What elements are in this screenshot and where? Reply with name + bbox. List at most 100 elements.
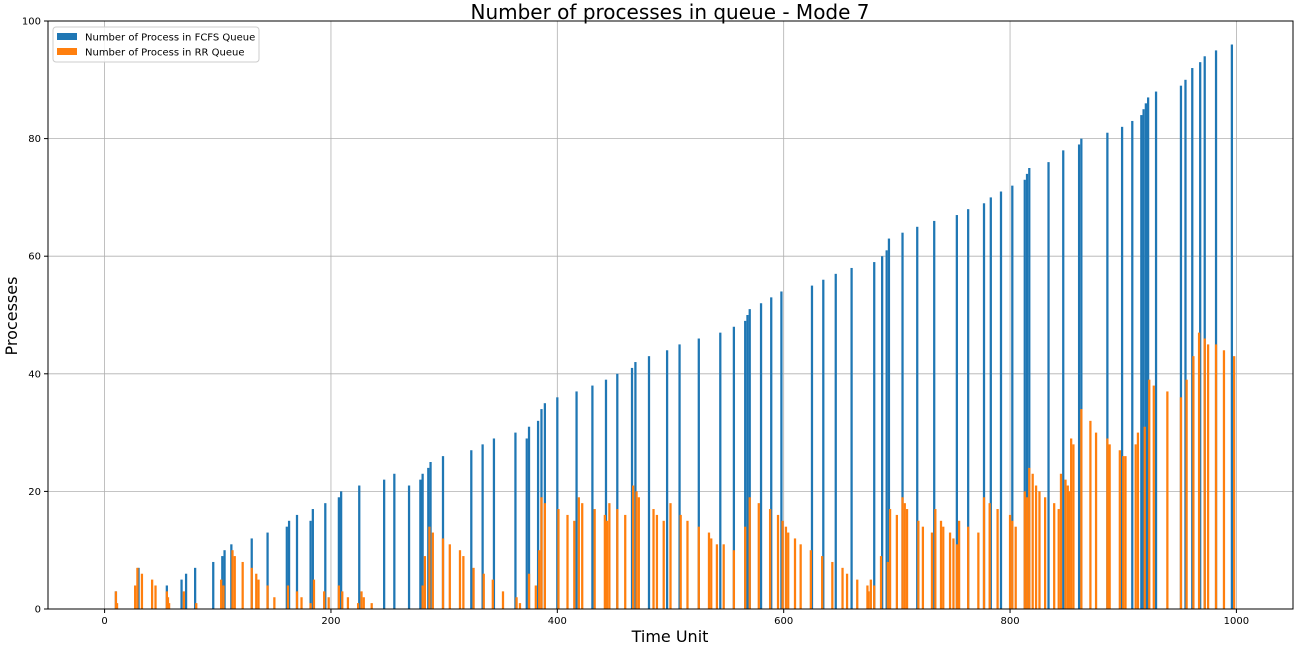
bar xyxy=(732,550,736,609)
bar xyxy=(250,567,253,609)
bar xyxy=(360,591,363,609)
bar xyxy=(1011,185,1014,609)
bar xyxy=(1148,379,1151,609)
bar xyxy=(327,597,330,609)
bar xyxy=(285,526,288,609)
bar xyxy=(841,567,844,609)
bar xyxy=(955,544,958,609)
bar xyxy=(340,491,343,609)
bar xyxy=(312,579,316,609)
bar xyxy=(114,591,118,609)
bar xyxy=(770,297,773,609)
bar xyxy=(934,509,937,609)
bar xyxy=(518,603,522,609)
bar xyxy=(266,585,269,609)
bar xyxy=(678,344,681,609)
bar xyxy=(1023,179,1026,609)
bar xyxy=(393,473,396,609)
bar xyxy=(616,509,619,609)
bar xyxy=(470,450,473,609)
bar xyxy=(895,514,898,609)
bar xyxy=(780,291,783,609)
bar xyxy=(527,426,531,609)
bar xyxy=(655,514,659,609)
bar xyxy=(1152,385,1155,609)
bar xyxy=(744,320,747,609)
bar xyxy=(462,556,465,609)
bar xyxy=(492,438,496,609)
bar xyxy=(869,579,872,609)
legend-label-rr: Number of Process in RR Queue xyxy=(85,48,245,59)
bar xyxy=(491,579,494,609)
bar xyxy=(1140,115,1143,609)
bar xyxy=(886,561,889,609)
bar xyxy=(679,514,682,609)
chart-title: Number of processes in queue - Mode 7 xyxy=(470,0,869,24)
bar xyxy=(501,591,505,609)
bar xyxy=(856,579,859,609)
bar xyxy=(608,503,611,609)
bar xyxy=(362,597,365,609)
y-tick-label: 100 xyxy=(22,17,41,28)
bar xyxy=(793,538,797,609)
y-axis-label: Processes xyxy=(2,277,21,356)
bar xyxy=(903,503,906,609)
bar xyxy=(746,315,749,609)
bar xyxy=(1203,338,1206,609)
legend: Number of Process in FCFS Queue Number o… xyxy=(52,26,260,63)
bar xyxy=(1025,173,1029,609)
bar xyxy=(184,573,188,609)
bar xyxy=(1080,409,1083,609)
bar xyxy=(834,273,837,609)
bar xyxy=(1008,514,1012,609)
bar xyxy=(719,332,722,609)
bar xyxy=(223,550,226,609)
bar xyxy=(421,473,424,609)
bar xyxy=(665,350,669,609)
bar xyxy=(634,362,637,609)
bar xyxy=(231,550,234,609)
bar xyxy=(337,585,341,609)
bar xyxy=(273,597,276,609)
bar xyxy=(1124,456,1127,609)
bar xyxy=(776,514,780,609)
x-tick-label: 400 xyxy=(548,616,567,627)
bar xyxy=(337,497,341,609)
legend-swatch-fcfs xyxy=(57,33,77,40)
x-axis-label: Time Unit xyxy=(631,627,709,646)
bar xyxy=(1031,473,1034,609)
bar xyxy=(581,503,584,609)
bar xyxy=(575,391,578,609)
bar xyxy=(1080,138,1083,609)
bar xyxy=(1067,491,1071,609)
bar xyxy=(182,591,185,609)
bar xyxy=(180,579,183,609)
bar xyxy=(1070,438,1073,609)
bar xyxy=(1222,350,1226,609)
bar xyxy=(1206,344,1210,609)
bar xyxy=(999,191,1003,609)
bar xyxy=(115,603,119,609)
bar xyxy=(255,573,258,609)
bar xyxy=(1072,444,1075,609)
bar xyxy=(1062,150,1065,610)
bar xyxy=(140,573,144,609)
bar xyxy=(136,567,139,609)
bar xyxy=(821,556,824,609)
bar xyxy=(916,226,919,610)
bar xyxy=(556,397,559,609)
bar xyxy=(1166,391,1169,609)
bar xyxy=(955,215,958,610)
bar xyxy=(1185,379,1188,609)
series-rr xyxy=(114,332,1236,609)
bar xyxy=(1059,473,1063,609)
bar xyxy=(309,603,312,609)
bar xyxy=(324,503,327,609)
bar xyxy=(1047,162,1050,609)
bar xyxy=(195,603,198,609)
bar xyxy=(427,467,430,609)
bar xyxy=(632,485,635,609)
series-fcfs xyxy=(114,44,1234,610)
bar xyxy=(423,556,427,609)
bar xyxy=(441,538,445,609)
